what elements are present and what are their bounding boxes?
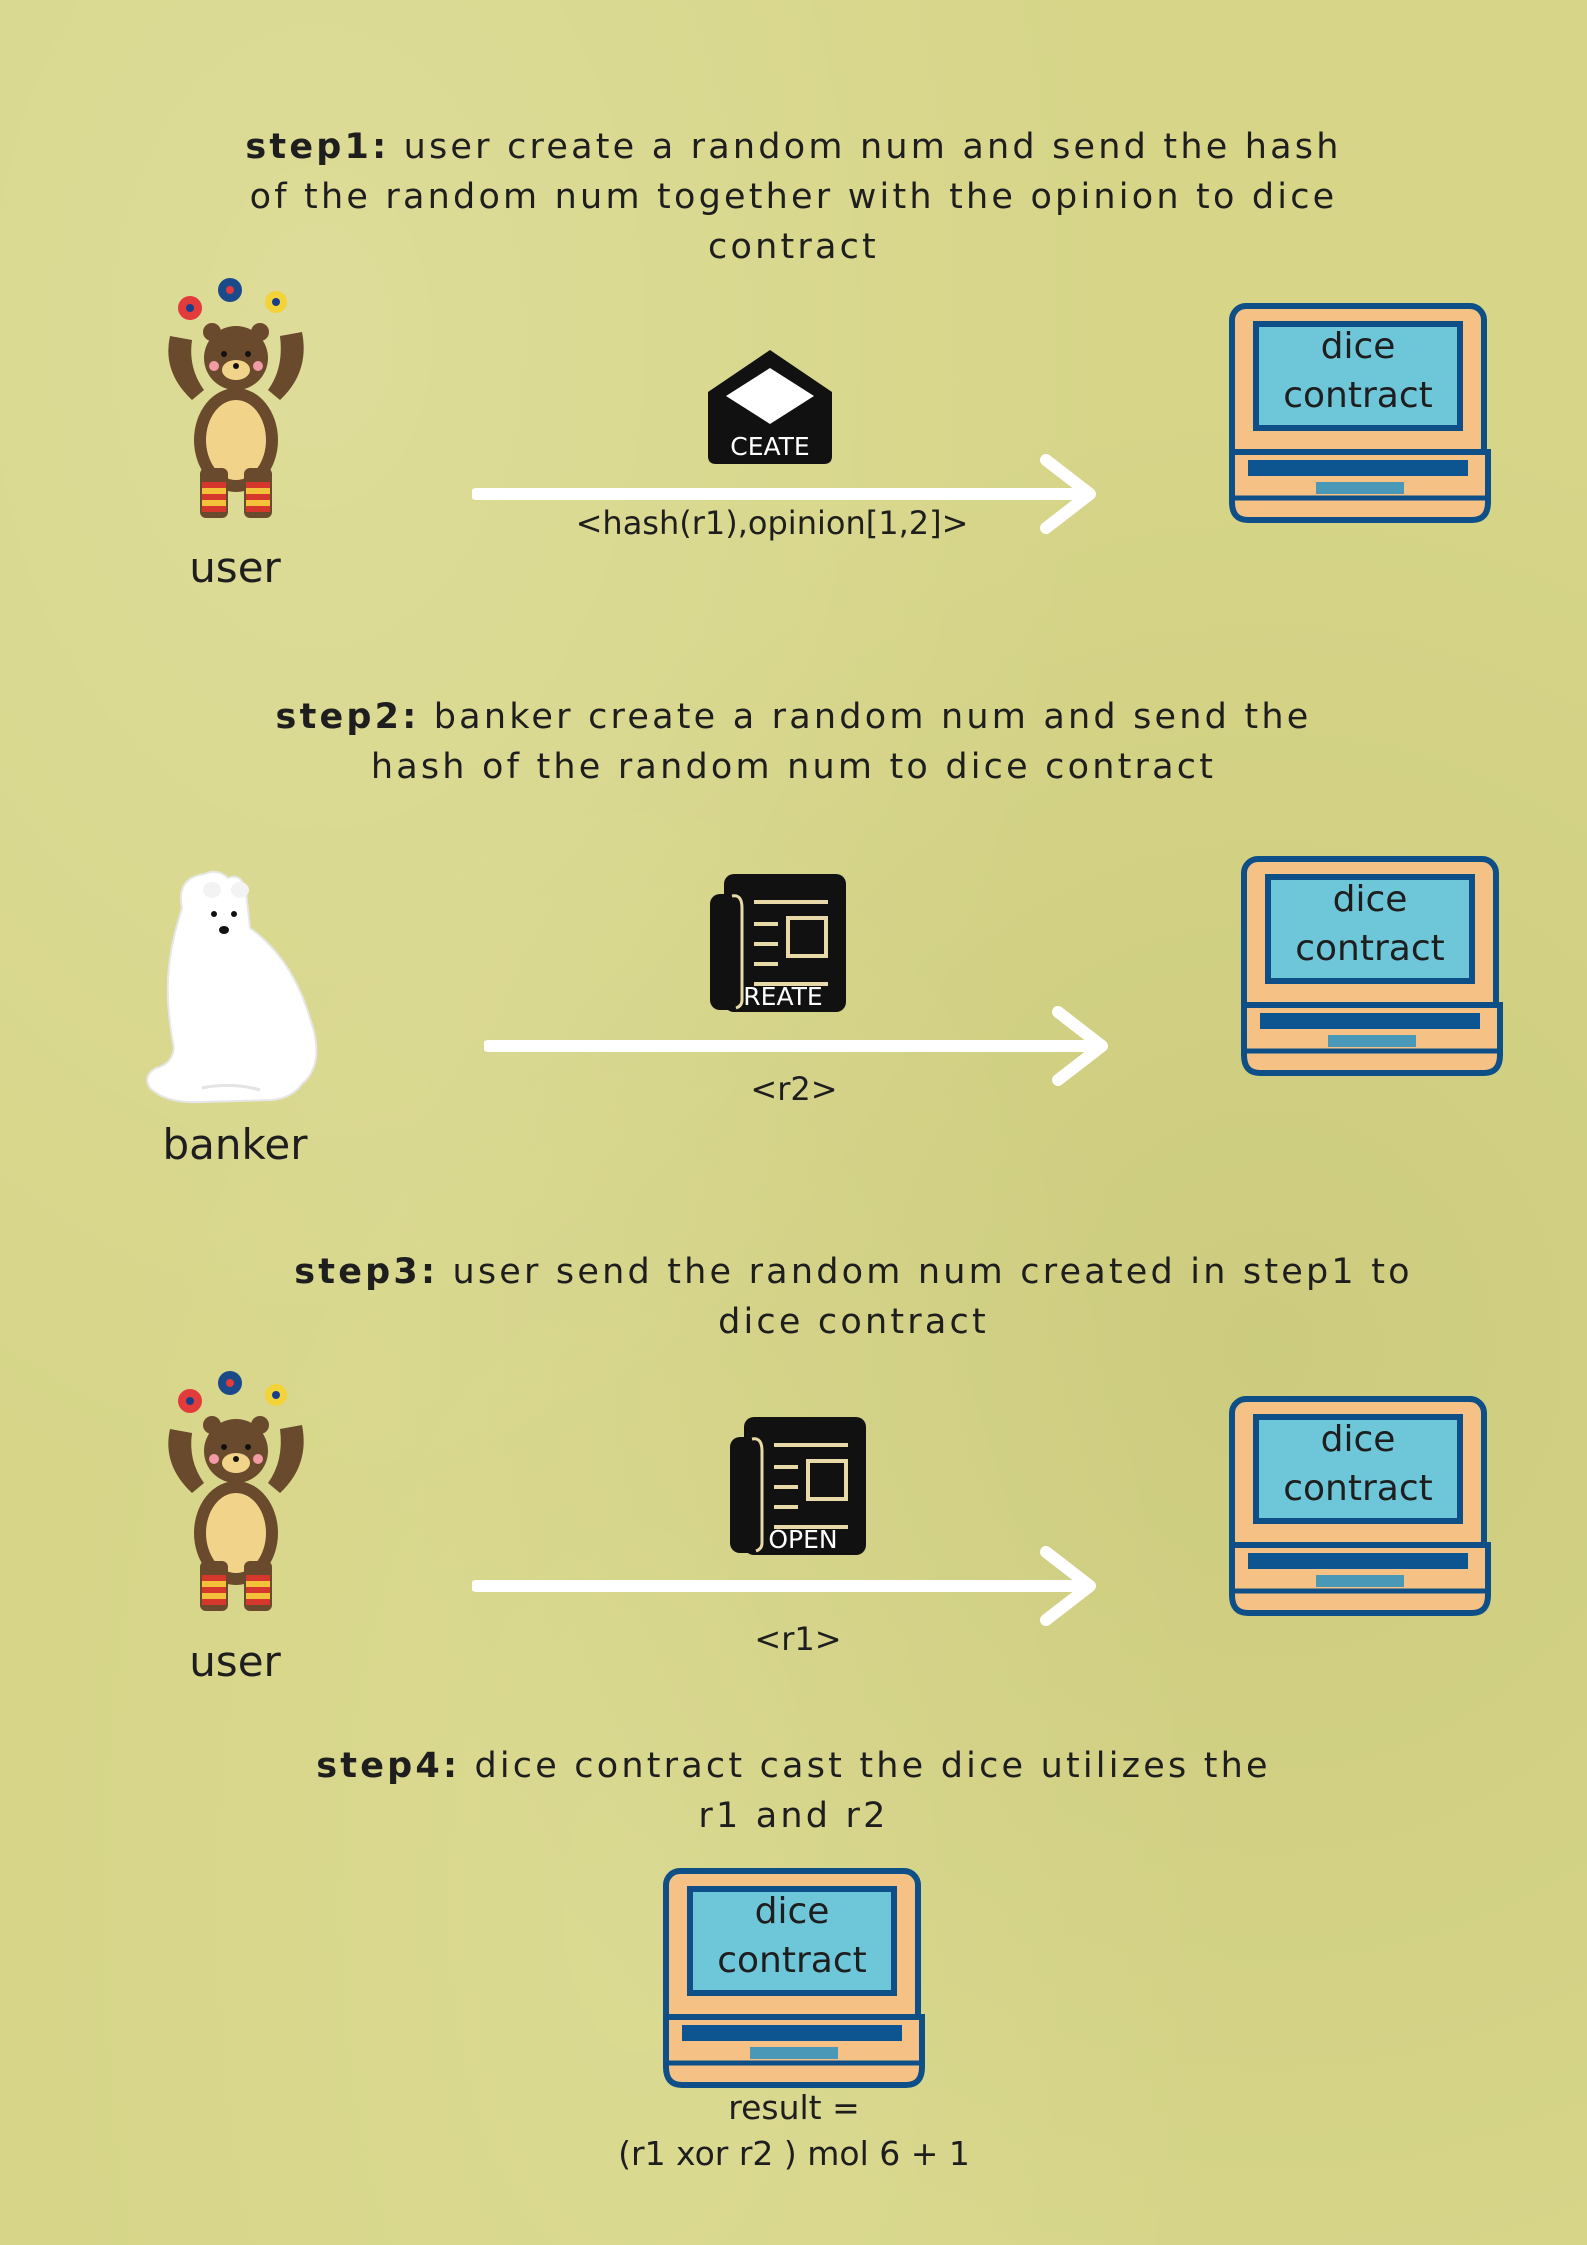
juggling-bear-icon [168,278,304,518]
arrow-right-icon [484,1006,1108,1086]
laptop-text-line2: contract [717,1940,867,1981]
actor-label-banker: banker [162,1120,308,1169]
laptop-text-line2: contract [1283,375,1433,416]
step3-line2: dice contract [718,1302,989,1342]
message-label: <hash(r1),opinion[1,2]> [575,504,969,542]
step1-line1: user create a random num and send the ha… [389,127,1342,167]
step2-line1: banker create a random num and send the [419,697,1312,737]
result-formula: result = (r1 xor r2 ) mol 6 + 1 [544,2085,1044,2177]
step1-prefix: step1: [245,127,390,167]
step3-line1: user send the random num created in step… [438,1252,1413,1292]
juggling-balls [178,278,287,320]
message-label: <r2> [750,1070,838,1108]
result-line2: (r1 xor r2 ) mol 6 + 1 [618,2134,970,2173]
newspaper-icon: OPEN [728,1415,868,1557]
message-icon-label: CEATE [730,432,810,461]
dice-contract-laptop: dice contract [1228,302,1492,524]
message-icon-label: OPEN [768,1525,838,1554]
laptop-screen-text: dice contract [1228,1415,1488,1513]
step2-line2: hash of the random num to dice contract [370,747,1217,787]
step4-line1: dice contract cast the dice utilizes the [460,1746,1271,1786]
dice-contract-laptop: dice contract [1240,855,1504,1077]
polar-bear-icon [146,870,318,1104]
step3-description: step3: user send the random num created … [260,1247,1447,1347]
laptop-text-line1: dice [1320,326,1396,367]
message-icon-label: REATE [743,982,823,1011]
step1-line2: of the random num together with the opin… [249,177,1338,217]
laptop-text-line2: contract [1295,928,1445,969]
step2-description: step2: banker create a random num and se… [200,692,1387,792]
laptop-screen-text: dice contract [662,1887,922,1985]
step3-prefix: step3: [294,1252,439,1292]
step1-line3: contract [708,227,879,267]
step4-line2: r1 and r2 [698,1796,889,1836]
dice-contract-laptop: dice contract [662,1867,926,2089]
actor-label-user: user [189,543,281,592]
juggling-balls [178,1371,287,1413]
dice-contract-laptop: dice contract [1228,1395,1492,1617]
arrow-right-icon [472,1546,1096,1626]
step1-description: step1: user create a random num and send… [200,122,1387,272]
juggling-bear-icon [168,1371,304,1611]
message-label: <r1> [754,1620,842,1658]
laptop-screen-text: dice contract [1228,322,1488,420]
laptop-screen-text: dice contract [1240,875,1500,973]
laptop-text-line1: dice [1320,1419,1396,1460]
step2-prefix: step2: [275,697,420,737]
step4-prefix: step4: [316,1746,461,1786]
arrow-right-icon [472,454,1096,534]
result-line1: result = [728,2088,860,2127]
newspaper-icon: REATE [708,872,848,1014]
envelope-icon: CEATE [704,342,836,466]
laptop-text-line1: dice [1332,879,1408,920]
laptop-text-line2: contract [1283,1468,1433,1509]
actor-label-user: user [189,1637,281,1686]
step4-description: step4: dice contract cast the dice utili… [200,1741,1387,1841]
laptop-text-line1: dice [754,1891,830,1932]
